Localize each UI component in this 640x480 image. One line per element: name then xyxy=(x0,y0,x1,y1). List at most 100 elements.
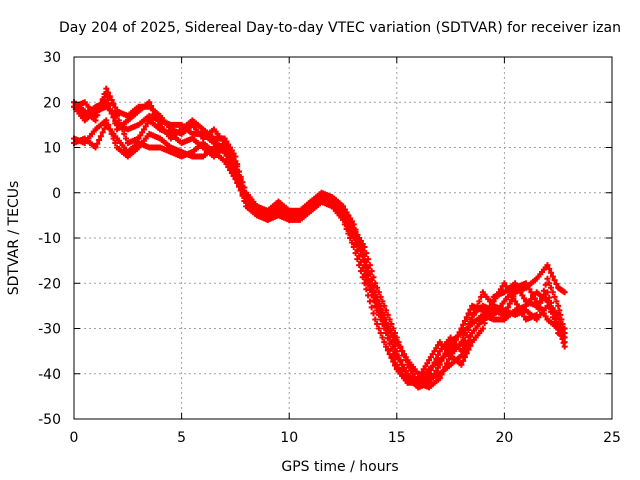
data-point xyxy=(228,170,235,177)
data-point xyxy=(481,313,488,320)
y-tick-label: -20 xyxy=(38,276,61,292)
data-point xyxy=(506,300,513,307)
x-tick-label: 25 xyxy=(603,430,621,446)
series-track-6 xyxy=(71,99,568,391)
data-point xyxy=(481,320,488,327)
data-point xyxy=(463,325,470,332)
data-point xyxy=(440,367,447,374)
data-point xyxy=(356,262,363,269)
data-point xyxy=(557,311,564,318)
data-point xyxy=(237,173,244,180)
data-point xyxy=(343,210,350,217)
data-point xyxy=(397,343,404,350)
data-point xyxy=(101,90,108,97)
data-point xyxy=(467,316,474,323)
data-point xyxy=(404,361,411,368)
data-point xyxy=(399,348,406,355)
data-point xyxy=(515,304,522,311)
x-tick-label: 15 xyxy=(388,430,406,446)
data-point xyxy=(232,176,239,183)
data-point xyxy=(426,357,433,364)
data-point xyxy=(433,345,440,352)
data-point xyxy=(436,375,443,382)
series-track-5 xyxy=(71,121,568,382)
data-point xyxy=(553,315,560,322)
data-point xyxy=(548,299,555,306)
data-point xyxy=(383,307,390,314)
data-point xyxy=(519,292,526,299)
data-point xyxy=(551,319,558,326)
data-point xyxy=(445,356,452,363)
y-tick-label: 20 xyxy=(43,95,61,111)
data-point xyxy=(483,310,490,317)
data-point xyxy=(553,324,560,331)
data-point xyxy=(397,358,404,365)
y-axis-label: SDTVAR / TECUs xyxy=(6,181,22,296)
data-point xyxy=(377,293,384,300)
series-track-3 xyxy=(71,117,568,386)
data-point xyxy=(361,262,368,269)
data-point xyxy=(409,370,416,377)
data-point xyxy=(386,327,393,334)
data-point xyxy=(544,275,551,282)
data-point xyxy=(494,292,501,299)
data-point xyxy=(365,272,372,279)
data-point xyxy=(350,244,357,251)
data-point xyxy=(513,283,520,290)
data-point xyxy=(402,357,409,364)
data-point xyxy=(144,120,151,127)
data-point xyxy=(399,361,406,368)
data-point xyxy=(512,298,519,305)
data-point xyxy=(366,298,373,305)
data-point xyxy=(105,103,112,110)
data-point xyxy=(370,274,377,281)
data-point xyxy=(548,284,555,291)
data-point xyxy=(377,307,384,314)
data-point xyxy=(340,203,346,210)
data-point xyxy=(431,348,438,355)
data-point xyxy=(377,330,384,337)
data-point xyxy=(458,352,465,359)
data-point xyxy=(123,135,130,142)
data-point xyxy=(395,355,402,362)
data-point xyxy=(537,299,544,306)
x-tick-label: 5 xyxy=(177,430,186,446)
data-point xyxy=(370,310,377,317)
data-point xyxy=(544,298,551,305)
data-point xyxy=(106,93,113,100)
data-point xyxy=(359,274,366,281)
data-point xyxy=(479,316,486,323)
data-point xyxy=(381,339,388,346)
data-point xyxy=(343,225,350,232)
data-point xyxy=(510,293,517,300)
data-point xyxy=(411,373,418,380)
data-point xyxy=(357,238,364,245)
data-point xyxy=(356,235,363,241)
data-point xyxy=(392,362,399,369)
data-point xyxy=(372,293,379,300)
data-point xyxy=(234,163,241,170)
data-point xyxy=(492,295,499,302)
data-point xyxy=(234,179,241,186)
data-point xyxy=(105,89,112,96)
data-point xyxy=(110,114,117,121)
data-point xyxy=(544,262,551,269)
data-point xyxy=(225,164,232,171)
data-point xyxy=(476,298,483,305)
data-point xyxy=(406,364,413,371)
data-point xyxy=(420,366,427,373)
x-tick-label: 0 xyxy=(70,430,79,446)
data-point xyxy=(379,311,386,318)
data-point xyxy=(460,357,467,364)
data-point xyxy=(234,171,241,178)
data-point xyxy=(558,316,565,323)
data-point xyxy=(390,358,397,365)
data-point xyxy=(374,320,381,327)
data-point xyxy=(458,361,465,368)
data-point xyxy=(106,106,113,113)
data-point xyxy=(110,100,117,107)
data-point xyxy=(347,235,354,241)
data-point xyxy=(112,118,119,125)
data-point xyxy=(560,339,567,346)
data-point xyxy=(463,341,470,348)
